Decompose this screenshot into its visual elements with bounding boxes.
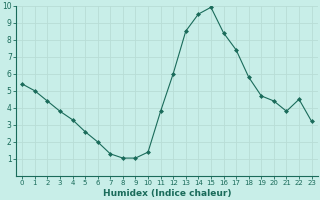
X-axis label: Humidex (Indice chaleur): Humidex (Indice chaleur) [103, 189, 231, 198]
